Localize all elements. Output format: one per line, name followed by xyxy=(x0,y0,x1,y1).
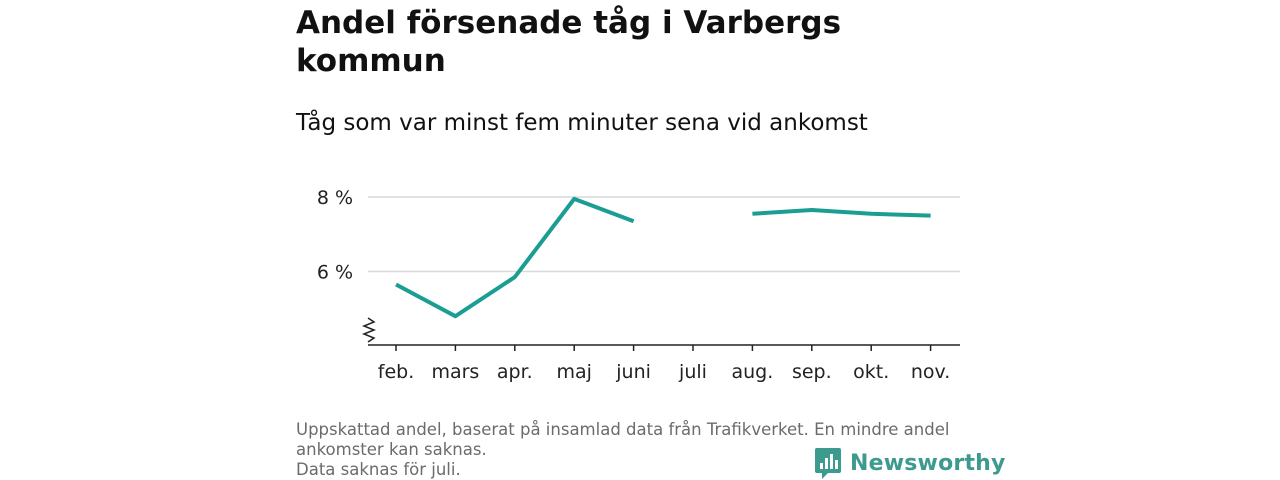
y-tick-label: 8 % xyxy=(317,187,353,209)
series-line-segment-2 xyxy=(752,208,931,218)
newsworthy-brand: Newsworthy xyxy=(814,446,1006,480)
newsworthy-logo-text: Newsworthy xyxy=(850,450,1006,476)
series-line-segment-1 xyxy=(395,196,635,319)
footnote-line-2: ankomster kan saknas. xyxy=(296,440,487,459)
x-tick-label: nov. xyxy=(911,361,950,383)
chart-subtitle: Tåg som var minst fem minuter sena vid a… xyxy=(296,110,868,136)
x-tick-label: maj xyxy=(556,361,591,383)
x-tick-label: okt. xyxy=(853,361,889,383)
chart-title: Andel försenade tåg i Varbergs kommun xyxy=(296,5,842,79)
y-tick-label: 6 % xyxy=(317,262,353,284)
y-axis-break-icon xyxy=(361,317,377,343)
x-tick-label: mars xyxy=(431,361,479,383)
newsworthy-logo-icon xyxy=(815,448,841,479)
x-tick-label: feb. xyxy=(378,361,414,383)
footnote: Uppskattad andel, baserat på insamlad da… xyxy=(296,420,996,480)
x-tick-label: sep. xyxy=(792,361,832,383)
footnote-line-3: Data saknas för juli. xyxy=(296,460,461,479)
x-tick-label: juli xyxy=(678,361,707,383)
x-tick-label: apr. xyxy=(497,361,533,383)
line-chart: 6 % 8 % feb. mars apr. maj juni juli aug. sep. okt… xyxy=(317,187,960,383)
x-tick-label: juni xyxy=(615,361,651,383)
x-tick-label: aug. xyxy=(732,361,774,383)
footnote-line-1: Uppskattad andel, baserat på insamlad da… xyxy=(296,420,950,439)
